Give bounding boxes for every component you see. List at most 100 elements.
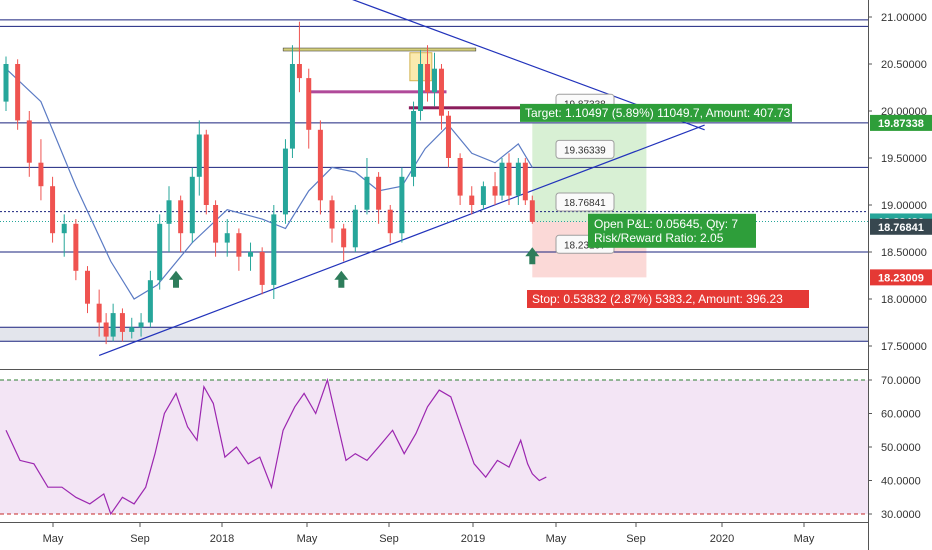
candle-body bbox=[457, 158, 463, 196]
candle-body bbox=[26, 120, 32, 163]
candle-body bbox=[85, 270, 91, 304]
up-arrow-icon bbox=[169, 270, 183, 288]
price-tick-label: 20.50000 bbox=[881, 59, 927, 71]
price-tick-label: 19.00000 bbox=[881, 200, 927, 212]
marker-bar bbox=[282, 47, 477, 52]
callout-bubble bbox=[555, 139, 615, 159]
x-tick-label: Sep bbox=[379, 533, 399, 545]
x-tick-label: May bbox=[297, 533, 318, 545]
target-label bbox=[520, 103, 792, 122]
x-tick-label: May bbox=[546, 533, 567, 545]
candle-body bbox=[376, 176, 382, 210]
up-arrow-icon bbox=[525, 247, 540, 265]
callout-text: 18.76841 bbox=[564, 198, 606, 209]
candle-body bbox=[119, 313, 125, 332]
candle-body bbox=[178, 200, 184, 234]
candle-body bbox=[499, 162, 505, 196]
candle-body bbox=[469, 195, 475, 205]
candle-body bbox=[329, 200, 335, 229]
candle-body bbox=[317, 129, 323, 201]
range-band bbox=[0, 327, 868, 342]
candle-body bbox=[73, 223, 79, 271]
oscillator-tick-label: 40.0000 bbox=[881, 476, 921, 488]
oscillator-panel bbox=[0, 377, 868, 516]
oscillator-background bbox=[0, 380, 868, 514]
price-tick-label: 21.00000 bbox=[881, 12, 927, 24]
candle-body bbox=[236, 233, 242, 257]
candle-body bbox=[306, 78, 312, 130]
candle-body bbox=[166, 200, 172, 224]
candle-body bbox=[411, 111, 417, 177]
x-tick-label: 2020 bbox=[710, 533, 734, 545]
candle-body bbox=[425, 64, 431, 93]
candle-body bbox=[431, 68, 437, 93]
candle-body bbox=[15, 64, 21, 121]
candle-body bbox=[61, 223, 67, 234]
moving-average-line bbox=[5, 68, 533, 300]
candle-body bbox=[213, 205, 219, 243]
candle-body bbox=[129, 327, 135, 332]
candle-body bbox=[399, 176, 405, 234]
x-tick-label: Sep bbox=[626, 533, 646, 545]
trade-overlay: 19.8733818.8248618.7684118.2300919.87338… bbox=[520, 93, 932, 308]
candle-body bbox=[50, 186, 56, 234]
candle-body bbox=[157, 223, 163, 281]
oscillator-tick-label: 60.0000 bbox=[881, 409, 921, 421]
callout-text: 19.36339 bbox=[564, 145, 606, 156]
price-tick-label: 17.50000 bbox=[881, 341, 927, 353]
candle-body bbox=[296, 64, 302, 79]
candle-body bbox=[352, 209, 358, 248]
oscillator-tick-label: 70.0000 bbox=[881, 375, 921, 387]
oscillator-line bbox=[5, 377, 547, 516]
marker-bar bbox=[308, 90, 447, 94]
bid-price-tag-text: 18.76841 bbox=[878, 222, 924, 234]
price-tick-label: 19.50000 bbox=[881, 153, 927, 165]
x-tick-label: 2019 bbox=[461, 533, 485, 545]
x-tick-label: Sep bbox=[130, 533, 150, 545]
up-arrow-icon bbox=[334, 270, 349, 288]
callout-bubble bbox=[555, 192, 615, 212]
oscillator-tick-label: 30.0000 bbox=[881, 509, 921, 521]
callout-text: 18.23107 bbox=[564, 240, 606, 251]
stop-price-tag-text: 18.23009 bbox=[878, 272, 924, 284]
target-price-tag bbox=[870, 114, 932, 131]
target-price-tag-text: 19.87338 bbox=[878, 118, 924, 130]
bid-price-tag bbox=[870, 218, 932, 235]
candle-body bbox=[203, 134, 209, 205]
candle-body bbox=[38, 162, 44, 187]
price-tick-label: 18.00000 bbox=[881, 294, 927, 306]
stop-price-tag bbox=[870, 269, 932, 286]
oscillator-tick-label: 50.0000 bbox=[881, 442, 921, 454]
candle-body bbox=[492, 186, 498, 196]
marker-bar bbox=[408, 106, 529, 110]
candle-body bbox=[259, 252, 265, 285]
candle-body bbox=[364, 176, 370, 210]
candle-body bbox=[224, 233, 230, 243]
open-pnl-label bbox=[588, 213, 756, 248]
candle-body bbox=[196, 134, 202, 177]
stop-label bbox=[527, 290, 809, 308]
candle-body bbox=[529, 200, 535, 222]
price-tick-label: 18.50000 bbox=[881, 247, 927, 259]
candle-body bbox=[110, 313, 116, 337]
x-tick-label: May bbox=[794, 533, 815, 545]
candle-body bbox=[418, 64, 424, 111]
candle-body bbox=[96, 303, 102, 323]
stop-label-text: Stop: 0.53832 (2.87%) 5383.2, Amount: 39… bbox=[532, 292, 783, 306]
risk-reward-text: Risk/Reward Ratio: 2.05 bbox=[594, 231, 724, 245]
candle-body bbox=[103, 322, 109, 337]
candle-body bbox=[445, 115, 451, 158]
candle-body bbox=[138, 322, 144, 328]
candle-body bbox=[271, 214, 277, 285]
candle-body bbox=[289, 64, 295, 149]
candle-body bbox=[341, 228, 347, 248]
candle-body bbox=[438, 68, 444, 116]
open-pnl-text: Open P&L: 0.05645, Qty: 7 bbox=[594, 217, 738, 231]
candle-body bbox=[515, 162, 521, 196]
candle-body bbox=[387, 209, 393, 234]
candle-body bbox=[480, 186, 486, 205]
candle-body bbox=[522, 162, 528, 201]
x-tick-label: 2018 bbox=[210, 533, 234, 545]
